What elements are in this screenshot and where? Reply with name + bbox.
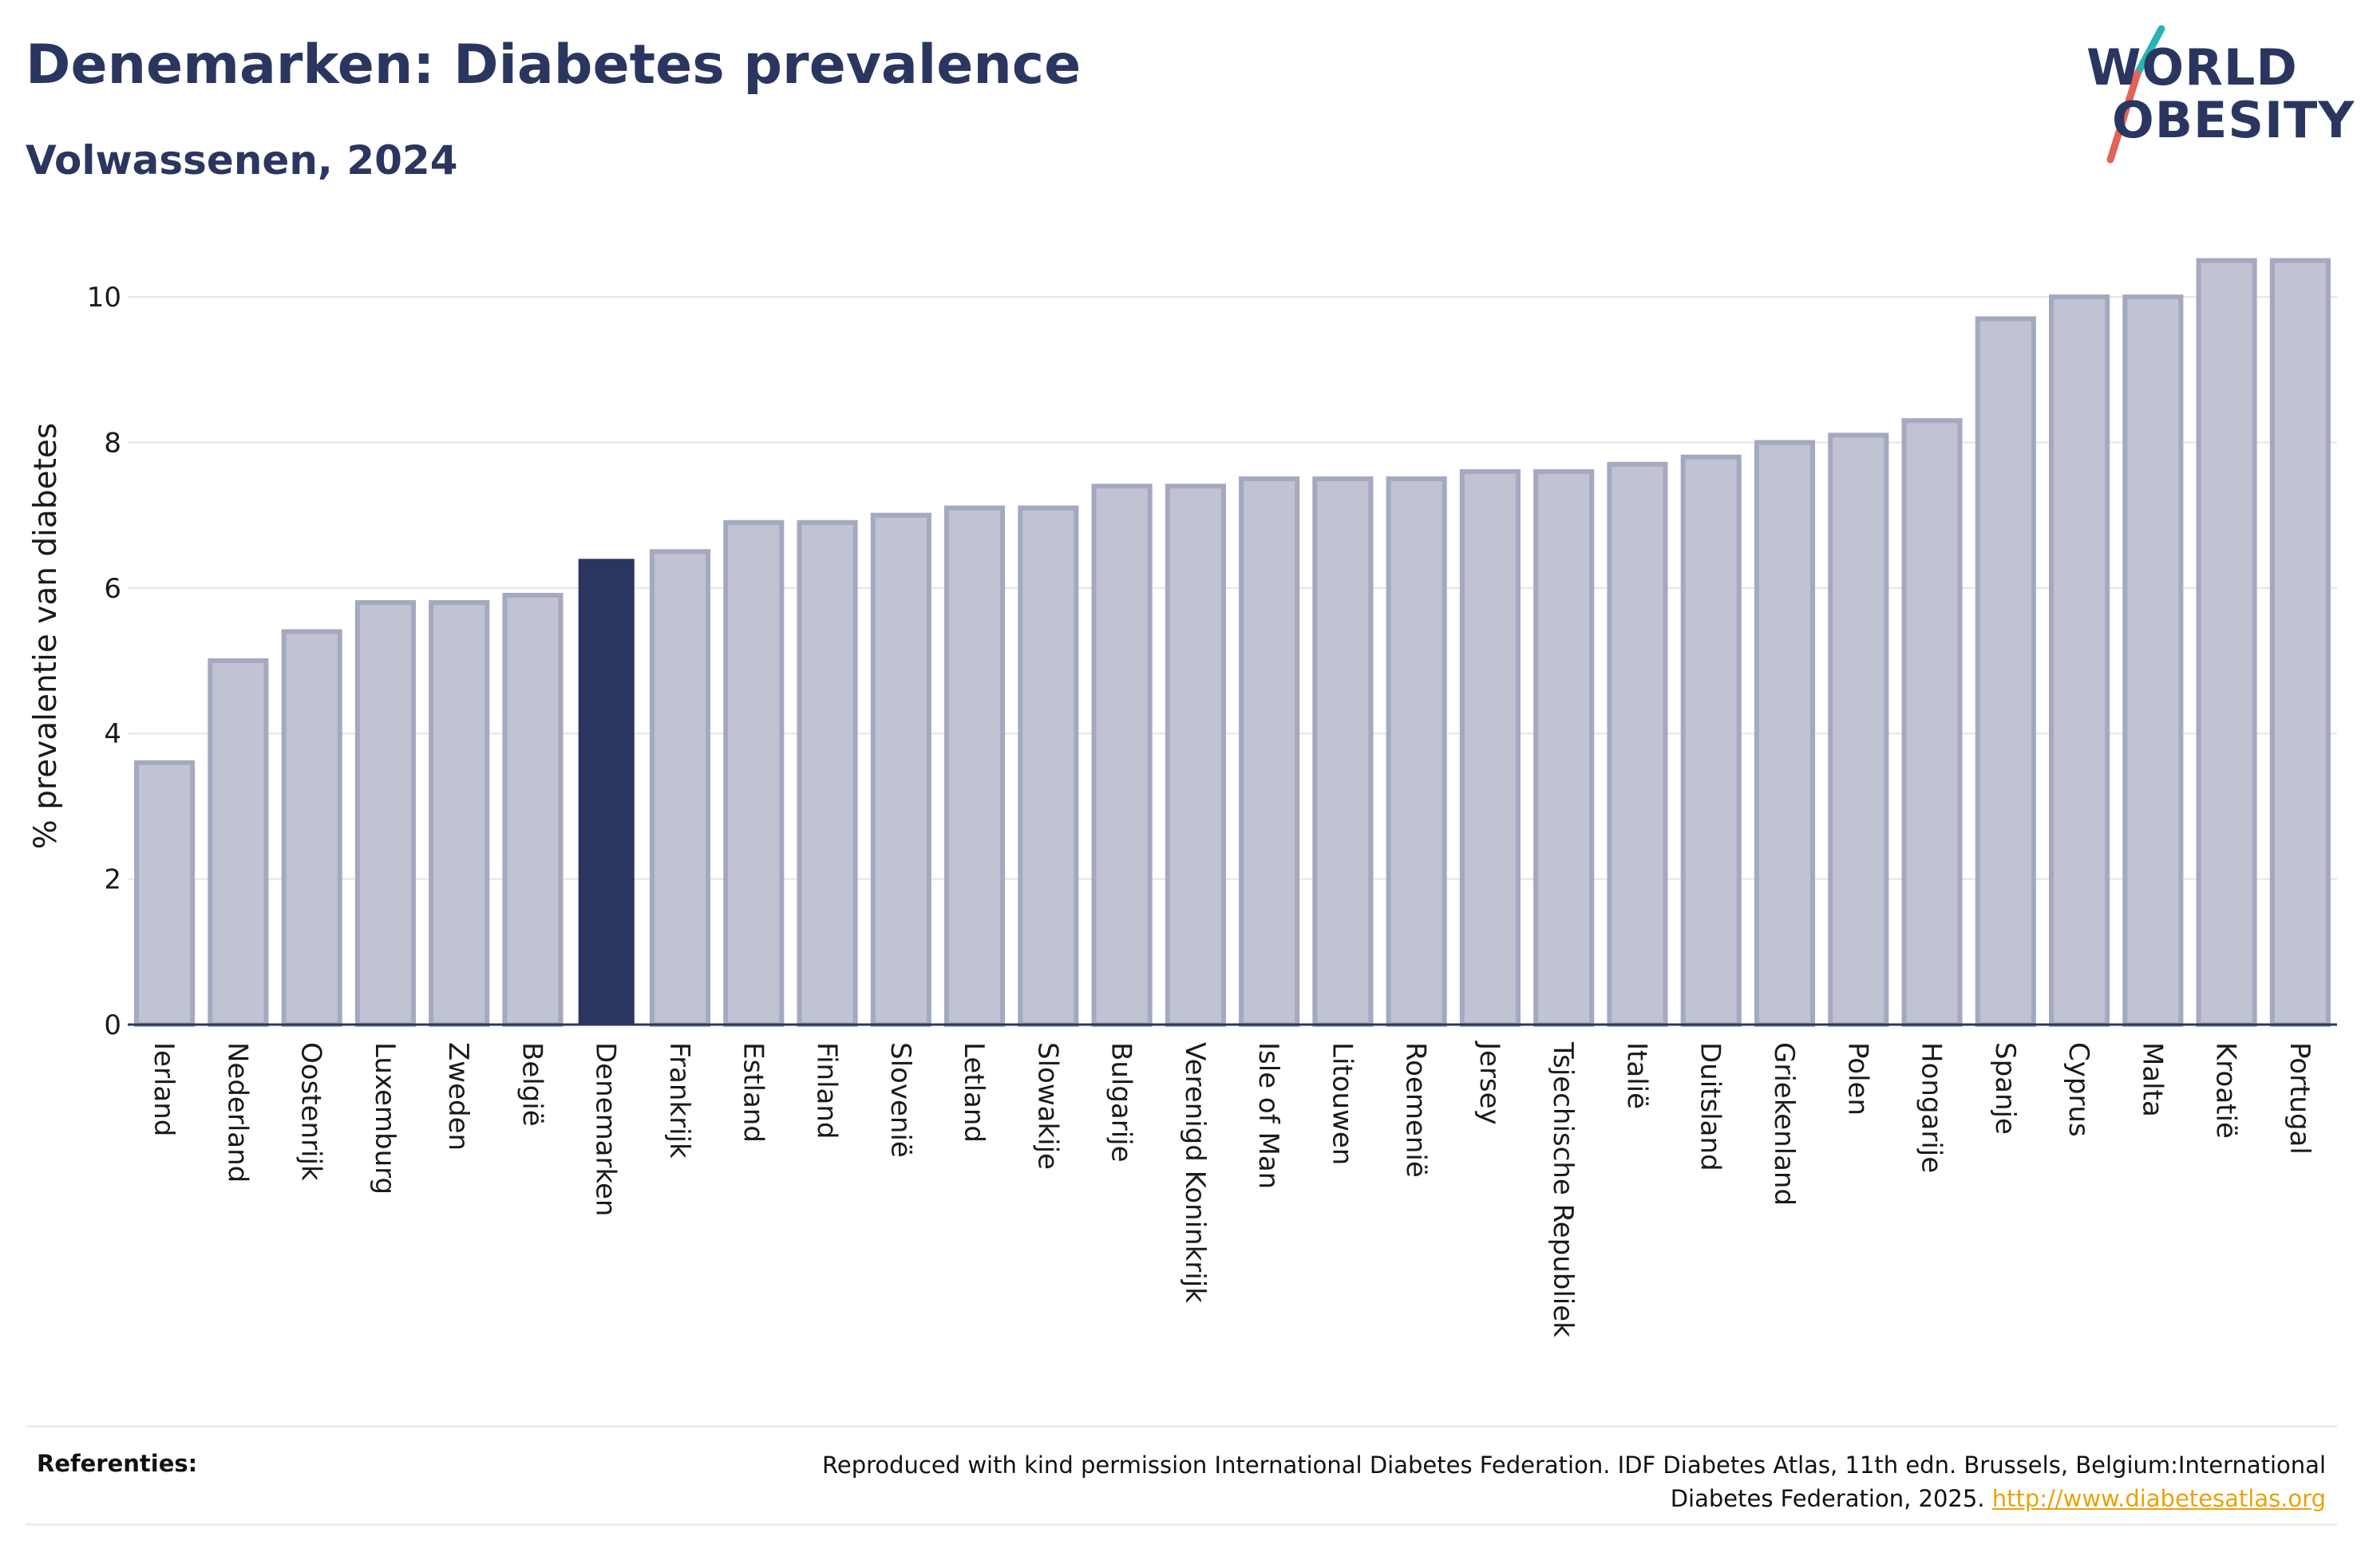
y-tick-label: 10 [87,282,121,314]
logo-word-obesity: OBESITY [2112,91,2355,149]
bar [281,629,342,1027]
x-tick-label: Zweden [442,1042,474,1151]
references-panel: Referenties: Reproduced with kind permis… [26,1425,2337,1526]
bar [134,760,196,1027]
x-tick-label: Slowakije [1031,1042,1063,1170]
bar [1091,484,1153,1027]
bar [723,519,785,1027]
bar [1312,476,1374,1027]
bar-highlight [578,559,635,1025]
y-tick-label: 6 [104,573,121,605]
references-link[interactable]: http://www.diabetesatlas.org [1991,1485,2326,1512]
bar [649,549,711,1027]
bar [1018,505,1079,1027]
x-tick-label: Oostenrijk [295,1042,327,1181]
chart-title: Denemarken: Diabetes prevalence [26,34,1082,97]
x-tick-label: Jersey [1473,1041,1505,1125]
x-tick-label: Litouwen [1326,1042,1358,1165]
x-tick-label: Verenigd Koninkrijk [1179,1042,1211,1303]
x-tick-label: Nederland [221,1042,253,1183]
x-tick-label: Letland [958,1042,990,1143]
bar [354,600,416,1027]
x-tick-label: Tsjechische Republiek [1547,1041,1579,1337]
x-tick-label: Spanje [1989,1042,2021,1135]
x-tick-label: Italië [1620,1042,1652,1109]
bar [2269,258,2331,1027]
chart-subtitle: Volwassenen, 2024 [26,137,458,184]
x-tick-label: Luxemburg [369,1042,401,1195]
world-obesity-logo: WORLD OBESITY [2075,24,2354,168]
x-tick-label: Kroatië [2210,1042,2242,1139]
bar [944,505,1006,1027]
x-tick-label: Estland [737,1042,769,1143]
y-tick-label: 2 [104,864,121,896]
bar [1828,432,1889,1027]
bar [1386,476,1447,1027]
x-tick-label: Cyprus [2062,1042,2094,1137]
bar [1975,316,2036,1027]
y-tick-label: 0 [104,1009,121,1041]
references-label: Referenties: [37,1450,198,1477]
bar [1239,476,1300,1027]
x-tick-label: Frankrijk [663,1042,695,1159]
bar [2196,258,2257,1027]
x-tick-label: Polen [1841,1042,1873,1116]
bar [2049,294,2110,1028]
x-tick-label: Griekenland [1768,1042,1800,1206]
x-tick-label: Finland [811,1042,843,1139]
bar [1533,468,1595,1027]
x-tick-label: Bulgarije [1105,1042,1137,1163]
bar [870,512,931,1027]
bar [2122,294,2184,1028]
bar [502,592,564,1027]
x-tick-label: Slovenië [884,1042,916,1158]
x-tick-label: Malta [2136,1042,2168,1117]
bar [1901,418,1963,1027]
bar [797,519,858,1027]
y-tick-label: 8 [104,427,121,459]
bar [1165,484,1226,1027]
bar [1680,454,1742,1027]
x-tick-label: Roemenië [1400,1042,1432,1178]
bar-chart: 0 2 4 6 8 10 % prevalentie van diabetes Ierland… [28,258,2337,1337]
bar [429,600,490,1027]
logo-slash-icon [2106,25,2165,164]
references-text: Reproduced with kind permission Internat… [822,1451,2326,1512]
x-tick-label: Duitsland [1695,1042,1726,1171]
y-axis-title: % prevalentie van diabetes [28,423,64,849]
x-tick-label: Portugal [2284,1042,2316,1155]
references-text-block: Reproduced with kind permission Internat… [730,1448,2326,1515]
bar [1607,461,1668,1027]
bar [208,658,269,1027]
x-tick-label: Hongarije [1916,1042,1948,1173]
x-tick-label: Denemarken [590,1042,622,1216]
x-tick-label: België [516,1042,548,1127]
bar [1459,468,1521,1027]
x-tick-label: Ierland [148,1042,180,1136]
logo-word-world: WORLD [2086,38,2298,97]
y-tick-label: 4 [104,718,121,750]
x-tick-label: Isle of Man [1252,1042,1284,1189]
bar [1754,440,1816,1027]
